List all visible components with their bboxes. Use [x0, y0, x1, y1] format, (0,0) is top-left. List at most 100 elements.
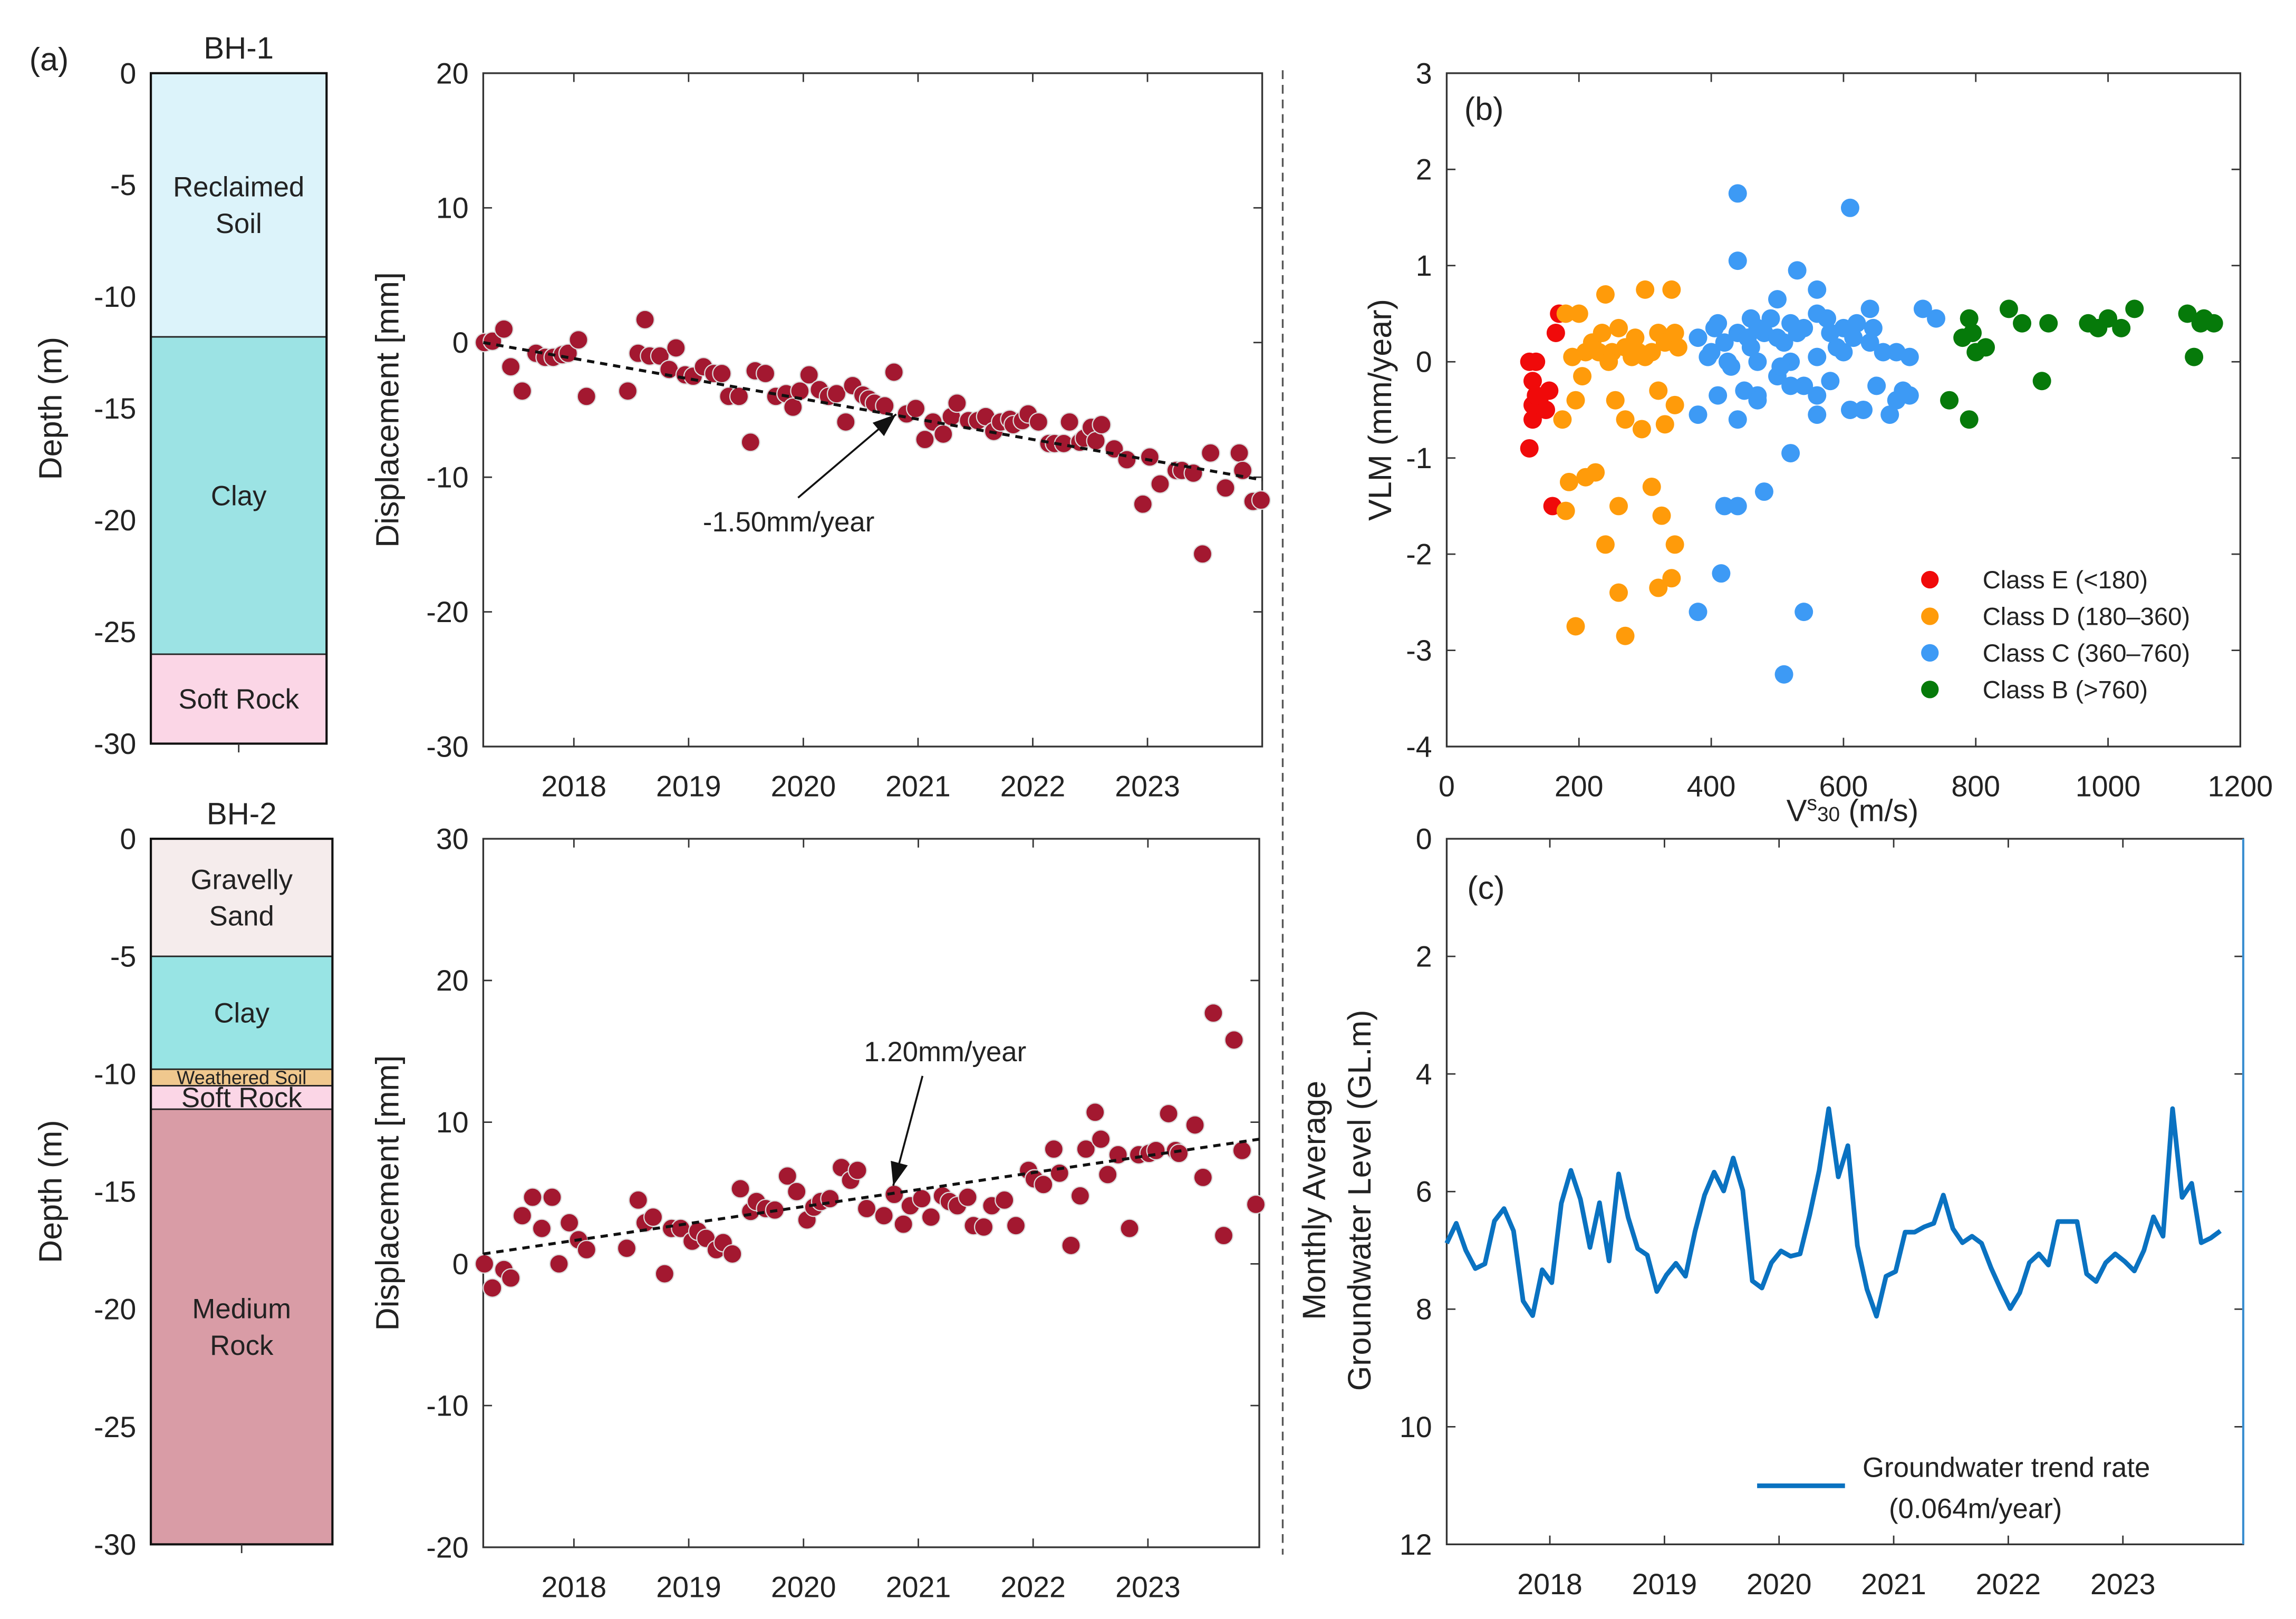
y-tick-label: -25 — [94, 616, 136, 648]
depth-axis-label: Depth (m) — [33, 337, 69, 480]
y-tick-label: 20 — [436, 57, 469, 90]
data-point — [1626, 328, 1645, 347]
y-tick-label: -25 — [94, 1411, 136, 1443]
soil-layer-label: Rock — [210, 1330, 274, 1361]
y-tick-label: 0 — [1416, 822, 1432, 855]
data-point — [542, 1187, 562, 1207]
data-point — [1864, 318, 1883, 337]
data-point — [1232, 1140, 1252, 1160]
y-tick-label: -20 — [94, 504, 136, 537]
data-point — [1840, 400, 1859, 419]
data-point — [1523, 410, 1542, 429]
x-axis-label-part: 30 — [1817, 803, 1840, 826]
depth-axis-label: Depth (m) — [33, 1120, 69, 1263]
y-tick-label: -20 — [426, 596, 468, 628]
panel-label-a: (a) — [30, 41, 69, 77]
soil-layer — [150, 1068, 333, 1087]
y-tick-label: -10 — [94, 1058, 136, 1091]
y-tick-label: 0 — [452, 326, 469, 359]
data-point — [2178, 304, 2197, 323]
x-tick-label: 2021 — [885, 770, 951, 803]
data-point — [1748, 318, 1767, 337]
data-point — [799, 365, 819, 385]
data-point — [2032, 372, 2051, 391]
soil-layer-label: Gravelly — [191, 864, 293, 895]
data-point — [1999, 299, 2018, 318]
data-point — [1546, 324, 1565, 342]
disp1-displacement-plot: 20 10 0 -10 -20 -30 2018 2019 2020 2021 2022 2023 -1… — [369, 57, 1271, 803]
y-tick-label: 2 — [1416, 153, 1432, 186]
data-point — [2185, 347, 2204, 366]
x-tick-label: 1000 — [2076, 770, 2141, 803]
data-point — [1774, 665, 1793, 684]
data-point — [643, 1207, 663, 1227]
data-point — [1586, 463, 1605, 482]
data-point — [912, 1189, 932, 1209]
y-tick-label: 0 — [452, 1248, 469, 1281]
data-point — [1120, 1218, 1140, 1238]
data-point — [1927, 309, 1945, 328]
data-point — [1185, 1115, 1205, 1135]
data-point — [847, 1160, 867, 1180]
data-point — [1894, 381, 1913, 400]
y-tick-label: -20 — [426, 1531, 468, 1564]
borehole-title: BH-1 — [204, 31, 274, 65]
legend-label: Class C (360–760) — [1983, 639, 2190, 667]
data-point — [1860, 333, 1879, 352]
data-point — [1913, 299, 1932, 318]
data-point — [559, 1213, 580, 1233]
data-point — [1748, 352, 1767, 371]
data-point — [2013, 314, 2032, 333]
data-point — [1662, 569, 1681, 588]
x-tick-label: 2020 — [1747, 1568, 1812, 1601]
x-tick-label: 600 — [1819, 770, 1868, 803]
data-point — [1781, 444, 1800, 463]
data-point — [1599, 352, 1618, 371]
data-point — [1953, 328, 1972, 347]
data-point — [1728, 497, 1747, 516]
data-point — [1844, 328, 1863, 347]
column-frame — [150, 72, 328, 745]
y-tick-label: 8 — [1416, 1293, 1432, 1326]
y-tick-label: -10 — [426, 461, 468, 494]
data-point — [1665, 395, 1684, 414]
data-point — [921, 1207, 941, 1227]
data-point — [836, 412, 856, 432]
x-tick-label: 2021 — [886, 1570, 951, 1603]
data-point — [1960, 309, 1979, 328]
x-axis-label-part: V — [1787, 794, 1807, 828]
data-point — [1527, 386, 1546, 405]
x-tick-label: 0 — [1439, 770, 1455, 803]
y-tick-label: -2 — [1406, 538, 1432, 571]
data-point — [568, 330, 589, 350]
arrow-head-icon — [891, 1160, 908, 1186]
legend-rate-label: (0.064m/year) — [1889, 1493, 2062, 1524]
data-point — [884, 362, 904, 382]
data-point — [1520, 439, 1539, 458]
data-point — [1028, 412, 1048, 432]
soil-layer-label: Soil — [216, 208, 262, 239]
x-tick-label: 400 — [1687, 770, 1736, 803]
data-point — [787, 1181, 807, 1201]
panel-label-b: (b) — [1464, 91, 1504, 127]
data-point — [523, 1187, 543, 1207]
data-point — [1213, 1226, 1234, 1246]
data-point — [1596, 285, 1615, 304]
data-point — [1808, 347, 1827, 366]
data-point — [1699, 347, 1718, 366]
data-point — [1808, 405, 1827, 424]
y-tick-label: -30 — [94, 728, 136, 760]
x-tick-label: 2022 — [1000, 770, 1066, 803]
data-point — [1649, 381, 1668, 400]
data-point — [1728, 184, 1747, 203]
data-point — [1788, 324, 1807, 342]
data-point — [576, 1239, 596, 1260]
data-point — [650, 346, 670, 366]
data-point — [1203, 1003, 1223, 1023]
data-point — [1636, 347, 1655, 366]
data-point — [1940, 391, 1959, 410]
data-point — [1596, 535, 1615, 554]
data-point — [856, 1198, 877, 1219]
data-point — [1808, 386, 1827, 405]
